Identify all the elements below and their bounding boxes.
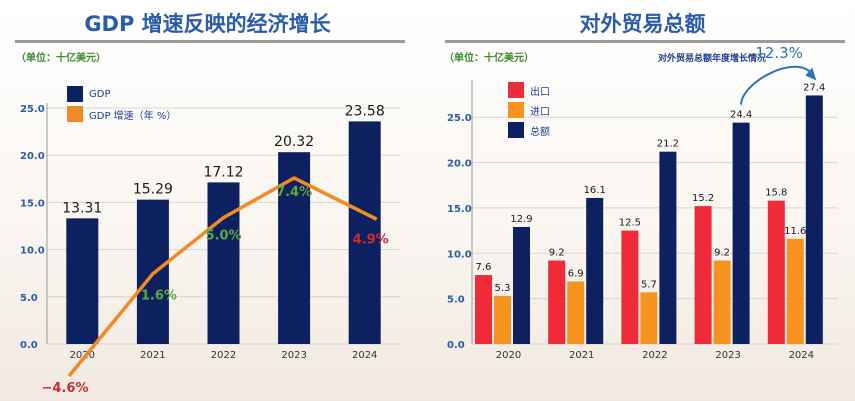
gdp-bar	[278, 152, 311, 344]
gdp-value-label: 17.12	[203, 164, 243, 180]
gdp-chart: 0.0 5.0 10.0 15.0 20.0 25.0 13.31 2020 15.29 2021…	[20, 103, 400, 396]
trade-x-tick-label: 2021	[569, 350, 594, 361]
exports-bar	[548, 260, 566, 344]
imports-legend-label: 进口	[530, 106, 550, 118]
gdp-y-tick-label: 10.0	[20, 246, 45, 257]
gdp-legend-label: GDP	[89, 88, 111, 100]
gdp-y-tick-label: 25.0	[20, 104, 45, 115]
total-bar	[513, 226, 530, 344]
gdp-x-tick-label: 2023	[281, 350, 306, 361]
gdp-y-tick-label: 5.0	[20, 293, 38, 304]
trade-y-tick-label: 15.0	[447, 204, 472, 215]
growth-arrow	[740, 65, 814, 105]
trade-legend: 出口 进口 总额	[508, 80, 550, 140]
gdp-bar	[207, 182, 240, 344]
gdp-value-label: 20.32	[274, 134, 314, 150]
gdp-bar	[66, 218, 99, 344]
gdp-x-tick-label: 2021	[140, 350, 165, 361]
trade-y-tick-label: 5.0	[447, 295, 465, 306]
gdp-value-label: 23.58	[345, 103, 385, 119]
total-bar-value-label: 27.4	[803, 82, 825, 93]
gdp-title-rule	[15, 40, 405, 43]
trade-y-tick-label: 25.0	[447, 113, 472, 124]
gdp-y-tick-label: 15.0	[20, 198, 45, 209]
exports-bar-value-label: 15.8	[765, 188, 787, 199]
total-bar	[659, 151, 677, 344]
exports-bar-value-label: 7.6	[476, 262, 492, 273]
gdp-y-tick-label: 20.0	[20, 151, 45, 162]
exports-legend-label: 出口	[530, 86, 550, 98]
trade-x-tick-label: 2023	[715, 350, 740, 361]
growth-line	[67, 176, 378, 378]
growth-legend-swatch	[67, 106, 83, 122]
total-bar-value-label: 12.9	[510, 214, 532, 225]
trade-x-tick-label: 2022	[642, 350, 667, 361]
growth-value-label: 5.0%	[205, 229, 241, 244]
imports-bar-value-label: 5.3	[495, 283, 511, 294]
gdp-y-tick-label: 0.0	[20, 340, 38, 351]
imports-bar	[640, 292, 658, 344]
total-bar-value-label: 24.4	[730, 110, 752, 121]
gdp-x-tick-label: 2022	[211, 350, 236, 361]
total-bar	[586, 197, 604, 344]
trade-chart: 0.05.010.015.020.025.07.65.312.920209.26…	[447, 44, 838, 361]
gdp-value-label: 13.31	[62, 200, 102, 216]
exports-bar	[694, 206, 712, 344]
exports-legend-swatch	[508, 82, 524, 98]
trade-x-tick-label: 2024	[789, 350, 814, 361]
imports-bar-value-label: 6.9	[568, 268, 584, 279]
gdp-x-tick-label: 2020	[70, 350, 95, 361]
exports-bar-value-label: 12.5	[619, 218, 641, 229]
imports-bar-value-label: 5.7	[641, 279, 657, 290]
growth-value-label: −4.6%	[42, 381, 89, 396]
imports-legend-swatch	[508, 102, 524, 118]
exports-bar	[621, 230, 639, 344]
total-legend-label: 总额	[530, 126, 550, 138]
growth-arrow-head	[805, 67, 817, 81]
gdp-x-tick-label: 2024	[352, 350, 377, 361]
growth-legend-label: GDP 增速（年 %）	[89, 110, 177, 122]
exports-bar	[475, 275, 492, 344]
exports-bar	[767, 200, 785, 344]
trade-x-tick-label: 2020	[496, 350, 521, 361]
trade-y-tick-label: 10.0	[447, 249, 472, 260]
total-bar	[732, 122, 750, 345]
gdp-bar	[348, 121, 381, 344]
trade-subtitle: 对外贸易总额年度增长情况	[658, 54, 767, 64]
growth-value-label: 4.9%	[353, 232, 389, 247]
exports-bar-value-label: 9.2	[549, 248, 565, 259]
trade-chart-title: 对外贸易总额	[579, 12, 706, 36]
gdp-chart-title: GDP 增速反映的经济增长	[84, 12, 331, 36]
gdp-panel: GDP 增速反映的经济增长 （单位：十亿美元） 0.0 5.0 10.0 15.0 20…	[0, 0, 415, 401]
growth-value-label: 1.6%	[141, 289, 177, 304]
imports-bar-value-label: 11.6	[784, 226, 806, 237]
growth-value-label: 7.4%	[276, 185, 312, 200]
exports-bar-value-label: 15.2	[692, 193, 714, 204]
trade-title-rule	[445, 40, 845, 43]
imports-bar	[786, 238, 804, 344]
gdp-value-label: 15.29	[133, 182, 173, 198]
trade-y-tick-label: 0.0	[447, 340, 465, 351]
trade-panel: 对外贸易总额 （单位：十亿美元） 对外贸易总额年度增长情况 0.0 5.0 10.0…	[430, 0, 855, 401]
gdp-legend-swatch	[67, 86, 83, 102]
trade-unit-label: （单位：十亿美元）	[444, 53, 534, 64]
imports-bar-value-label: 9.2	[714, 248, 730, 259]
gdp-legend: GDP GDP 增速（年 %）	[67, 84, 176, 124]
total-legend-swatch	[508, 122, 524, 138]
imports-bar	[567, 281, 585, 344]
gdp-unit-label: （单位：十亿美元）	[16, 53, 106, 64]
total-bar-value-label: 16.1	[584, 185, 606, 196]
imports-bar	[494, 295, 511, 344]
total-bar	[805, 95, 823, 344]
total-bar-value-label: 21.2	[657, 139, 679, 150]
trade-y-tick-label: 20.0	[447, 159, 472, 170]
growth-callout: 12.3%	[755, 44, 803, 62]
imports-bar	[713, 260, 731, 344]
